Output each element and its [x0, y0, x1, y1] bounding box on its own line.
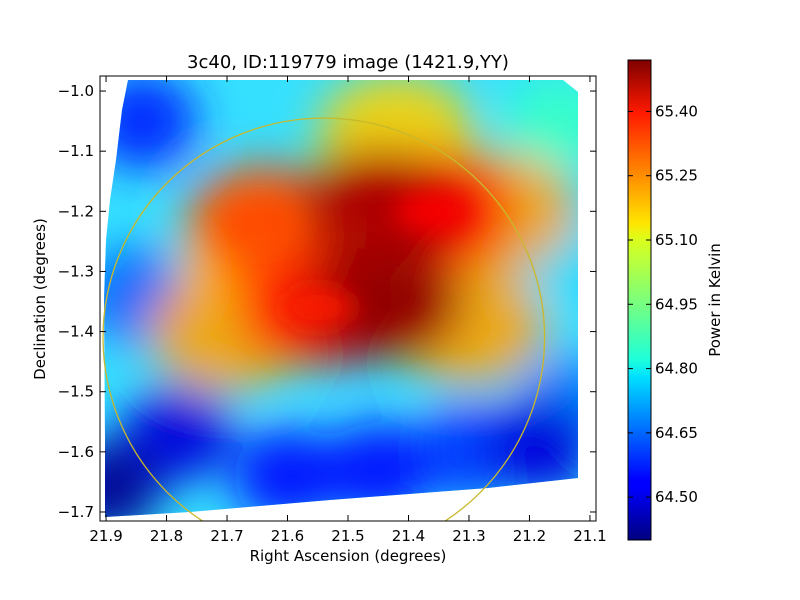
x-axis-ticks: 21.9 21.8 21.7 21.6 21.5 21.4 21.3 21.2 21.1 — [89, 76, 607, 545]
y-tick-label: −1.5 — [58, 383, 94, 401]
colorbar-tick-label: 64.95 — [655, 295, 698, 313]
colorbar-tick-label: 64.65 — [655, 424, 698, 442]
colorbar-tick-label: 64.80 — [655, 360, 698, 378]
y-tick-label: −1.6 — [58, 443, 94, 461]
y-tick-label: −1.0 — [58, 82, 94, 100]
y-tick-label: −1.4 — [58, 323, 94, 341]
field-peak — [227, 202, 300, 245]
colorbar-label: Power in Kelvin — [706, 243, 724, 357]
x-tick-label: 21.8 — [150, 527, 183, 545]
chart-title: 3c40, ID:119779 image (1421.9,YY) — [187, 52, 509, 73]
y-axis-ticks: −1.0 −1.1 −1.2 −1.3 −1.4 −1.5 −1.6 −1.7 — [58, 82, 596, 521]
field-blob — [233, 427, 342, 517]
field-blobs — [104, 80, 578, 517]
colorbar — [627, 59, 652, 541]
y-axis-label: Declination (degrees) — [31, 218, 49, 380]
x-tick-label: 21.4 — [392, 527, 425, 545]
field-blob — [323, 421, 433, 517]
field-blob — [505, 80, 578, 170]
field-blob — [487, 397, 578, 494]
y-tick-label: −1.2 — [58, 202, 94, 220]
x-tick-label: 21.1 — [573, 527, 606, 545]
x-tick-label: 21.9 — [89, 527, 122, 545]
field-peak — [396, 190, 469, 233]
x-tick-label: 21.5 — [331, 527, 364, 545]
colorbar-ticks: 64.50 64.65 64.80 64.95 65.10 65.25 65.40 — [628, 102, 698, 506]
colorbar-tick-label: 65.40 — [655, 102, 698, 120]
x-axis-label: Right Ascension (degrees) — [250, 547, 447, 565]
field-blob — [104, 439, 161, 517]
y-tick-label: −1.1 — [58, 142, 94, 160]
x-tick-label: 21.2 — [513, 527, 546, 545]
field-blob — [124, 385, 234, 482]
heatmap-field — [104, 80, 578, 517]
x-tick-label: 21.7 — [210, 527, 243, 545]
field-peak — [281, 286, 355, 329]
colorbar-tick-label: 65.10 — [655, 231, 698, 249]
beam-ellipse — [102, 117, 546, 521]
colorbar-tick-label: 64.50 — [655, 488, 698, 506]
field-peak — [348, 280, 421, 323]
field-peak — [341, 187, 415, 230]
x-tick-label: 21.3 — [452, 527, 485, 545]
x-tick-label: 21.6 — [271, 527, 304, 545]
y-tick-label: −1.3 — [58, 262, 94, 280]
y-tick-label: −1.7 — [58, 503, 94, 521]
colorbar-tick-label: 65.25 — [655, 167, 698, 185]
field-peaks — [227, 187, 469, 329]
